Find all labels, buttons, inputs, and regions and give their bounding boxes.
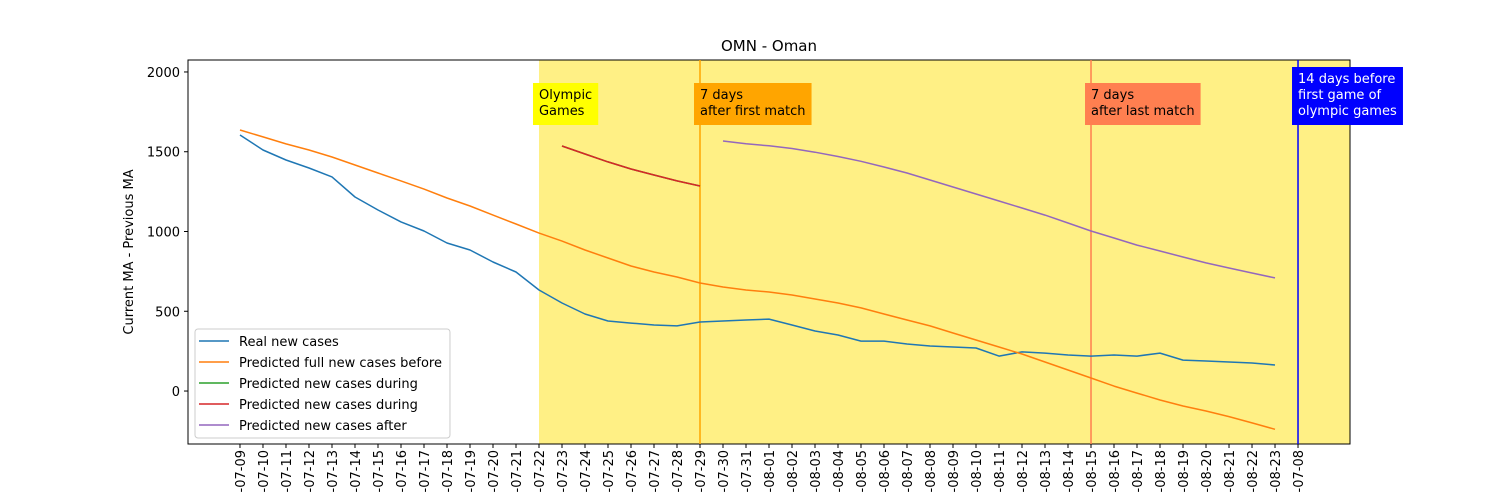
legend-label: Predicted new cases during <box>239 377 418 392</box>
x-tick-label: -07-30 <box>717 450 732 492</box>
x-tick-label: -08-19 <box>1177 450 1192 492</box>
x-tick-label: -08-07 <box>901 450 916 492</box>
x-tick-label: -07-29 <box>694 450 709 492</box>
x-tick-label: -07-24 <box>579 450 594 492</box>
y-tick-label: 1500 <box>147 146 180 161</box>
annotation-box <box>1292 67 1403 125</box>
x-tick-label: -08-10 <box>970 450 985 492</box>
y-tick-label: 500 <box>155 305 180 320</box>
y-tick-label: 0 <box>172 385 180 400</box>
x-tick-label: -08-20 <box>1200 450 1215 492</box>
annotation-text: 7 days after first match <box>700 88 806 119</box>
annotation-line: 7 days <box>1091 88 1134 103</box>
series-line <box>239 129 1276 431</box>
annotation-line: after last match <box>1091 104 1195 119</box>
legend-frame <box>194 328 451 439</box>
x-tick-label: -07-11 <box>280 450 295 492</box>
annotation: 14 days before first game of olympic games <box>1292 67 1403 125</box>
x-tick-label: -07-21 <box>510 450 525 492</box>
x-tick-label: -07-12 <box>303 450 318 492</box>
annotation: 7 days after first match <box>693 83 812 125</box>
annotation-line: Olympic <box>539 88 592 103</box>
x-tick-label: -08-02 <box>786 450 801 492</box>
x-tick-label: -08-21 <box>1223 450 1238 492</box>
x-tick-label: -08-06 <box>878 450 893 492</box>
y-tick-label: 1000 <box>147 225 180 240</box>
x-tick-label: -07-27 <box>648 450 663 492</box>
annotation-box <box>693 83 812 125</box>
x-tick-label: -08-08 <box>924 450 939 492</box>
legend-label: Real new cases <box>239 335 339 350</box>
x-tick-label: -08-23 <box>1269 450 1284 492</box>
x-tick-label: -07-14 <box>349 450 364 492</box>
series-line <box>561 145 701 187</box>
x-tick-label: -08-14 <box>1062 450 1077 492</box>
x-tick-label: -08-05 <box>855 450 870 492</box>
annotation-text: 14 days before first game of olympic games <box>1298 72 1397 119</box>
x-tick-label: -08-04 <box>832 450 847 492</box>
legend-label: Predicted new cases during <box>239 398 418 413</box>
annotation-line: 7 days <box>700 88 743 103</box>
annotation: Olympic Games <box>532 83 599 125</box>
chart-title: OMN - Oman <box>721 37 817 55</box>
x-tick-label: -08-12 <box>1016 450 1031 492</box>
series-line <box>722 140 1276 279</box>
x-tick-label: -07-16 <box>395 450 410 492</box>
legend-label: Predicted new cases after <box>239 419 407 434</box>
x-tick-label: -08-11 <box>993 450 1008 492</box>
x-tick-label: -08-15 <box>1085 450 1100 492</box>
annotation-line: first game of <box>1298 88 1382 103</box>
series-line <box>239 134 1276 366</box>
x-tick-label: -08-09 <box>947 450 962 492</box>
annotation-line: after first match <box>700 104 806 119</box>
annotation: 7 days after last match <box>1085 83 1201 125</box>
x-tick-label: -07-23 <box>556 450 571 492</box>
y-tick-label: 2000 <box>147 66 180 81</box>
x-tick-label: -07-18 <box>441 450 456 492</box>
x-tick-label: -07-22 <box>533 450 548 492</box>
x-tick-label: -08-18 <box>1154 450 1169 492</box>
x-tick-label: -08-22 <box>1246 450 1261 492</box>
x-tick-label: -07-08 <box>1292 450 1307 492</box>
annotation-box <box>1085 83 1201 125</box>
x-tick-label: -08-17 <box>1131 450 1146 492</box>
legend-label: Predicted full new cases before <box>239 356 442 371</box>
annotation-text: Olympic Games <box>539 88 592 119</box>
x-tick-label: -07-25 <box>602 450 617 492</box>
annotation-line: 14 days before <box>1298 72 1395 87</box>
annotation-box <box>532 83 599 125</box>
x-tick-label: -07-17 <box>418 450 433 492</box>
legend: Real new cases Predicted full new cases b… <box>194 328 451 439</box>
annotation-line: olympic games <box>1298 104 1397 119</box>
x-tick-label: -07-13 <box>326 450 341 492</box>
x-tick-label: -07-19 <box>464 450 479 492</box>
highlight-span <box>538 60 1350 444</box>
x-tick-label: -07-26 <box>625 450 640 492</box>
x-tick-label: -08-01 <box>763 450 778 492</box>
y-axis-label: Current MA - Previous MA <box>122 169 137 334</box>
x-tick-label: -07-15 <box>372 450 387 492</box>
x-tick-label: -07-20 <box>487 450 502 492</box>
annotation-line: Games <box>539 104 585 119</box>
annotation-text: 7 days after last match <box>1091 88 1195 119</box>
x-tick-label: -08-16 <box>1108 450 1123 492</box>
x-tick-label: -07-31 <box>740 450 755 492</box>
x-tick-label: -07-09 <box>234 450 249 492</box>
x-tick-label: -07-28 <box>671 450 686 492</box>
x-tick-label: -07-10 <box>257 450 272 492</box>
x-tick-label: -08-13 <box>1039 450 1054 492</box>
x-tick-label: -08-03 <box>809 450 824 492</box>
